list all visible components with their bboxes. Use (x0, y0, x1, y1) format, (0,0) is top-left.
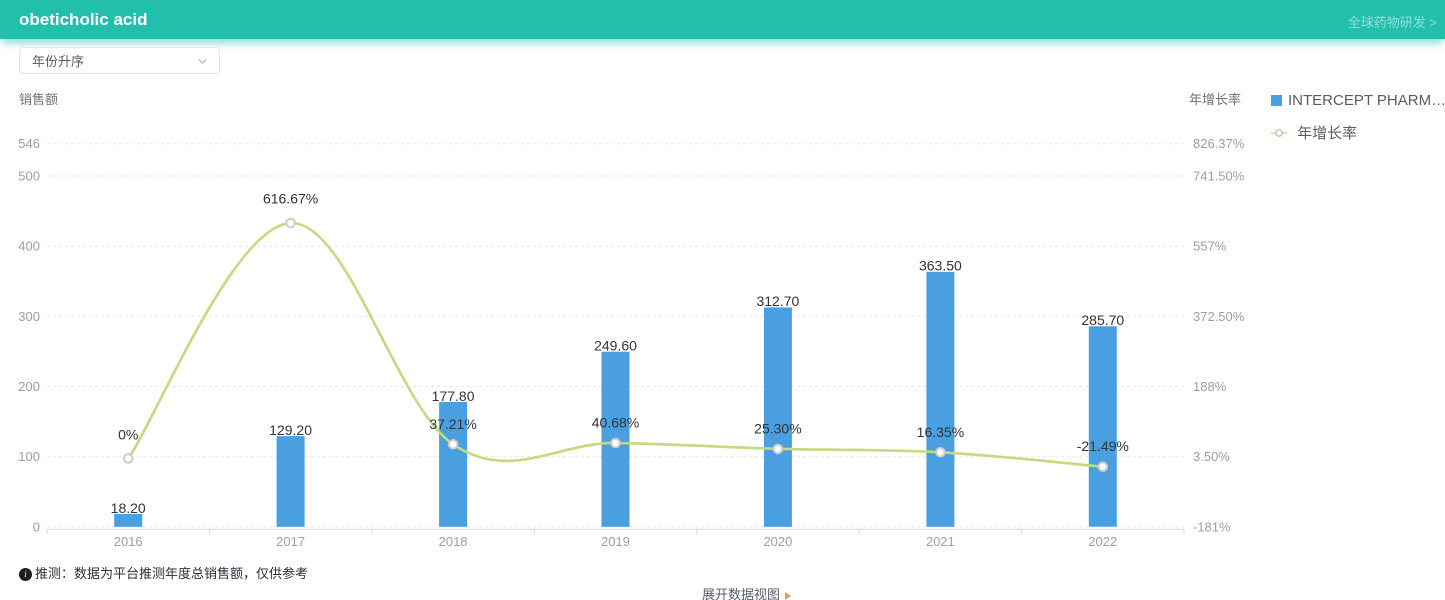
svg-text:2019: 2019 (601, 534, 630, 549)
svg-text:200: 200 (18, 379, 40, 394)
svg-text:188%: 188% (1193, 379, 1227, 394)
svg-text:2017: 2017 (276, 534, 305, 549)
svg-text:249.60: 249.60 (594, 338, 637, 354)
svg-text:741.50%: 741.50% (1193, 169, 1245, 184)
svg-text:18.20: 18.20 (111, 500, 146, 516)
svg-text:2020: 2020 (763, 534, 792, 549)
svg-text:2022: 2022 (1088, 534, 1117, 549)
svg-text:372.50%: 372.50% (1193, 309, 1245, 324)
svg-text:40.68%: 40.68% (592, 415, 639, 431)
svg-text:3.50%: 3.50% (1193, 449, 1230, 464)
svg-text:616.67%: 616.67% (263, 191, 318, 207)
svg-text:16.35%: 16.35% (917, 424, 964, 440)
svg-text:826.37%: 826.37% (1193, 136, 1245, 151)
svg-text:312.70: 312.70 (756, 293, 799, 309)
svg-text:2018: 2018 (439, 534, 468, 549)
svg-text:363.50: 363.50 (919, 258, 962, 274)
svg-text:500: 500 (18, 169, 40, 184)
svg-text:2016: 2016 (114, 534, 143, 549)
svg-text:0%: 0% (118, 427, 138, 443)
svg-text:400: 400 (18, 239, 40, 254)
svg-text:285.70: 285.70 (1081, 312, 1124, 328)
svg-text:177.80: 177.80 (432, 388, 475, 404)
svg-text:0: 0 (33, 519, 40, 534)
svg-text:37.21%: 37.21% (429, 416, 476, 432)
svg-text:100: 100 (18, 449, 40, 464)
svg-text:546: 546 (18, 136, 40, 151)
svg-text:25.30%: 25.30% (754, 420, 801, 436)
svg-text:-21.49%: -21.49% (1077, 438, 1129, 454)
svg-text:2021: 2021 (926, 534, 955, 549)
svg-text:300: 300 (18, 309, 40, 324)
svg-text:-181%: -181% (1193, 519, 1231, 534)
svg-text:129.20: 129.20 (269, 422, 312, 438)
svg-text:557%: 557% (1193, 239, 1227, 254)
